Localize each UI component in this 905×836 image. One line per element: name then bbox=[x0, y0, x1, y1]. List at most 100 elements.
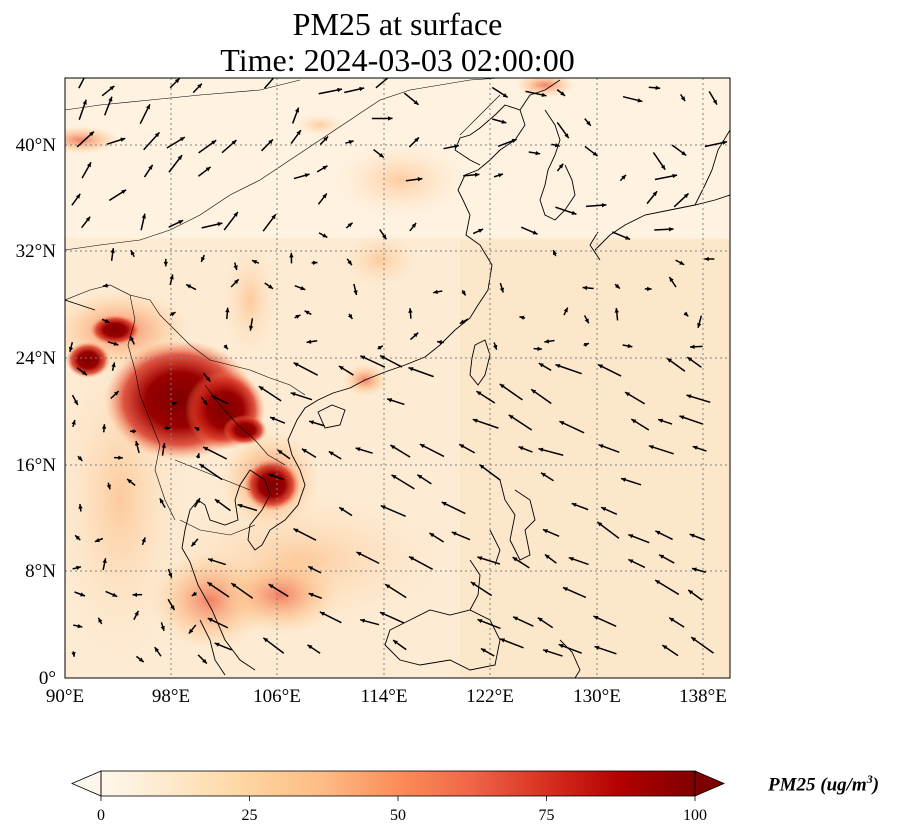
wind-arrow-head bbox=[108, 96, 113, 102]
wind-arrow-head bbox=[688, 589, 694, 595]
wind-arrow-head bbox=[194, 427, 200, 432]
colorbar-tick: 75 bbox=[539, 807, 555, 824]
wind-arrow-head bbox=[71, 652, 76, 657]
wind-arrow-head bbox=[532, 230, 538, 235]
wind-arrow-head bbox=[339, 507, 345, 512]
colorbar-tick: 100 bbox=[683, 807, 707, 824]
wind-arrow-head bbox=[233, 211, 238, 217]
wind-arrow-head bbox=[498, 173, 504, 178]
wind-arrow-head bbox=[669, 617, 675, 622]
wind-arrow-head bbox=[130, 336, 135, 342]
wind-arrow-head bbox=[690, 344, 695, 349]
wind-arrow-head bbox=[538, 363, 544, 368]
wind-arrow-head bbox=[163, 261, 168, 267]
wind-arrow-head bbox=[668, 227, 674, 232]
wind-arrow-head bbox=[225, 307, 230, 313]
wind-arrow-head bbox=[268, 139, 274, 145]
wind-arrow-head bbox=[195, 498, 200, 504]
wind-arrow-head bbox=[130, 429, 135, 434]
wind-arrow-head bbox=[429, 533, 435, 538]
wind-arrow-head bbox=[413, 100, 419, 105]
wind-arrow-head bbox=[628, 559, 634, 564]
colorbar-tick: 25 bbox=[242, 807, 258, 824]
wind-arrow-head bbox=[82, 99, 87, 105]
wind-arrow-head bbox=[168, 572, 173, 578]
wind-arrow-head bbox=[268, 284, 274, 289]
wind-arrow-head bbox=[78, 504, 83, 509]
wind-arrow-head bbox=[583, 342, 589, 347]
wind-arrow-head bbox=[121, 189, 127, 194]
wind-arrow-head bbox=[564, 133, 569, 139]
wind-arrow-head bbox=[275, 71, 280, 76]
wind-arrow-head bbox=[263, 637, 269, 643]
wind-arrow-head bbox=[268, 473, 274, 478]
unit-text: PM25 (ug/m bbox=[768, 774, 867, 796]
wind-arrow-head bbox=[472, 418, 478, 423]
wind-arrow-head bbox=[300, 286, 306, 291]
wind-arrow-head bbox=[231, 140, 237, 145]
wind-arrow-head bbox=[338, 365, 344, 371]
wind-vectors bbox=[68, 71, 728, 665]
colorbar-unit-label: PM25 (ug/m3) bbox=[768, 772, 879, 796]
wind-arrow-head bbox=[154, 647, 160, 653]
wind-arrow-head bbox=[166, 425, 171, 431]
wind-arrow-head bbox=[601, 507, 607, 512]
wind-arrow-head bbox=[541, 92, 547, 98]
wind-arrow-head bbox=[71, 419, 76, 425]
wind-arrow-head bbox=[537, 617, 543, 622]
wind-arrow-head bbox=[309, 420, 315, 425]
wind-arrow-head bbox=[697, 322, 702, 328]
wind-arrow-head bbox=[625, 235, 631, 240]
wind-arrow-head bbox=[203, 447, 209, 452]
wind-arrow-head bbox=[347, 222, 353, 228]
wind-arrow-head bbox=[296, 130, 301, 136]
wind-arrow-head bbox=[112, 592, 118, 597]
wind-arrow-head bbox=[141, 213, 146, 219]
wind-arrow-head bbox=[258, 386, 264, 391]
lon-tick: 90°E bbox=[46, 686, 84, 707]
wind-arrow-head bbox=[109, 85, 115, 91]
lat-tick: 40°N bbox=[16, 135, 57, 156]
wind-arrow-head bbox=[652, 191, 658, 197]
wind-arrow-shaft bbox=[472, 418, 499, 429]
wind-arrow-head bbox=[347, 260, 352, 266]
wind-arrow-head bbox=[322, 233, 328, 238]
wind-arrow-head bbox=[414, 137, 419, 143]
wind-arrow-head bbox=[248, 325, 254, 331]
wind-arrow-head bbox=[75, 535, 80, 540]
wind-arrow-head bbox=[571, 210, 577, 215]
wind-arrow-head bbox=[687, 357, 693, 362]
wind-arrow-head bbox=[138, 657, 144, 663]
wind-arrow-head bbox=[202, 658, 207, 664]
wind-arrow-head bbox=[544, 339, 550, 344]
wind-arrow-head bbox=[417, 474, 423, 479]
wind-arrow-head bbox=[304, 310, 310, 315]
wind-arrow-head bbox=[199, 463, 205, 469]
wind-arrow-head bbox=[252, 260, 257, 265]
wind-arrow-head bbox=[542, 529, 548, 534]
wind-arrow-head bbox=[474, 172, 480, 177]
wind-arrow-head bbox=[208, 558, 214, 563]
wind-arrow-head bbox=[393, 640, 398, 645]
wind-arrow-head bbox=[382, 234, 387, 240]
lat-tick: 16°N bbox=[16, 455, 57, 476]
wind-arrow-head bbox=[102, 283, 108, 288]
wind-arrow-head bbox=[304, 173, 310, 178]
wind-arrow-head bbox=[558, 163, 564, 169]
wind-arrow-head bbox=[323, 136, 329, 142]
wind-arrow-head bbox=[502, 93, 508, 98]
wind-arrow-head bbox=[459, 319, 465, 324]
wind-arrow-head bbox=[493, 344, 498, 350]
wind-arrow-head bbox=[615, 283, 620, 289]
wind-arrow-head bbox=[586, 120, 591, 126]
wind-arrow-head bbox=[293, 362, 299, 367]
wind-arrow-head bbox=[197, 83, 202, 89]
wind-arrow-head bbox=[118, 455, 123, 460]
wind-arrow-head bbox=[178, 220, 184, 225]
lon-tick: 98°E bbox=[152, 686, 190, 707]
wind-arrow-head bbox=[501, 119, 507, 124]
wind-arrow-head bbox=[679, 260, 685, 265]
wind-arrow-head bbox=[478, 228, 484, 233]
wind-arrow-head bbox=[518, 446, 524, 451]
